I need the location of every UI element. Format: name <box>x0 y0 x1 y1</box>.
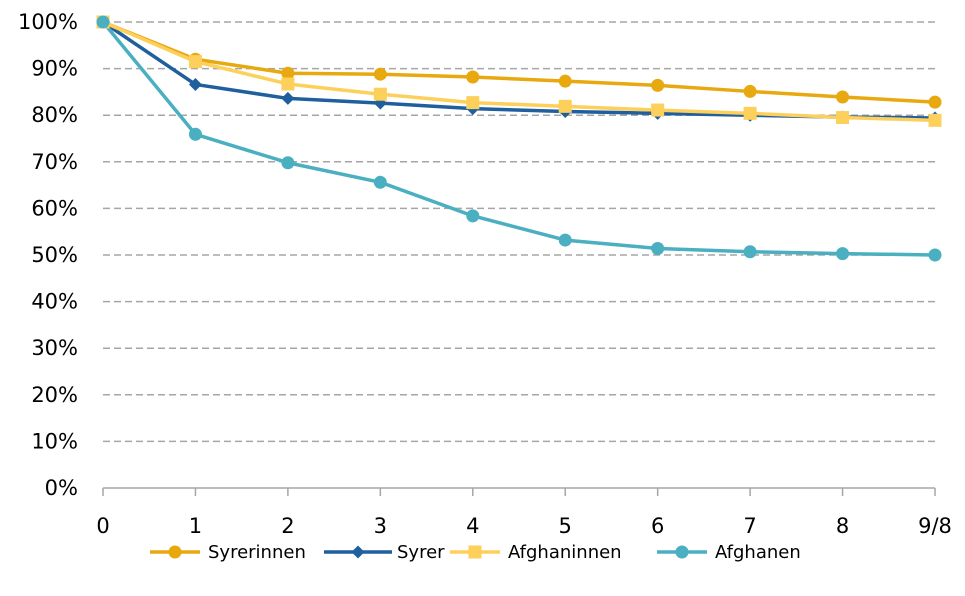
data-point-afghaninnen <box>466 96 480 110</box>
legend-marker <box>675 545 689 559</box>
data-point-afghaninnen <box>188 55 202 69</box>
legend-item-afghaninnen: Afghaninnen <box>450 542 622 563</box>
data-point-afghanen <box>96 15 110 29</box>
x-tick-label: 0 <box>96 514 109 538</box>
data-point-syrerinnen <box>558 74 572 88</box>
data-point-afghanen <box>373 175 387 189</box>
y-tick-label: 100% <box>18 10 78 34</box>
y-tick-label: 40% <box>31 290 78 314</box>
y-tick-label: 10% <box>31 429 78 453</box>
data-point-afghaninnen <box>281 77 295 91</box>
series-markers <box>96 15 942 262</box>
legend-item-syrerinnen: Syrerinnen <box>150 542 306 563</box>
data-point-afghaninnen <box>373 87 387 101</box>
data-point-syrerinnen <box>836 90 850 104</box>
y-tick-label: 90% <box>31 57 78 81</box>
data-point-afghanen <box>836 247 850 261</box>
legend-label: Afghaninnen <box>508 542 622 563</box>
y-tick-label: 60% <box>31 196 78 220</box>
data-point-afghaninnen <box>743 106 757 120</box>
data-point-afghanen <box>281 156 295 170</box>
data-point-syrerinnen <box>373 67 387 81</box>
data-point-afghanen <box>651 241 665 255</box>
data-point-syrer <box>281 91 295 105</box>
data-point-syrerinnen <box>281 66 295 80</box>
data-point-afghanen <box>188 127 202 141</box>
data-point-afghanen <box>743 245 757 259</box>
legend: Syrerinnen Syrer Afghaninnen Afghanen <box>150 542 801 563</box>
legend-label: Syrer <box>397 542 445 563</box>
x-tick-label: 2 <box>281 514 294 538</box>
series-line-afghaninnen <box>102 20 936 123</box>
data-point-syrer <box>188 77 202 91</box>
data-point-syrerinnen <box>743 84 757 98</box>
legend-marker <box>351 545 365 559</box>
data-point-syrerinnen <box>928 95 942 109</box>
x-tick-label: 1 <box>189 514 202 538</box>
y-tick-label: 0% <box>45 476 78 500</box>
legend-item-afghanen: Afghanen <box>657 542 801 563</box>
data-point-afghaninnen <box>651 103 665 117</box>
legend-marker <box>168 545 182 559</box>
data-point-afghaninnen <box>928 113 942 127</box>
legend-label: Afghanen <box>715 542 801 563</box>
x-tick-label: 8 <box>836 514 849 538</box>
y-tick-label: 70% <box>31 150 78 174</box>
x-tick-label: 9/8 <box>918 514 952 538</box>
grid-lines <box>103 21 935 443</box>
data-point-syrerinnen <box>466 70 480 84</box>
series-line-syrerinnen <box>102 20 936 104</box>
x-tick-label: 6 <box>651 514 664 538</box>
y-tick-label: 30% <box>31 336 78 360</box>
x-tick-label: 5 <box>559 514 572 538</box>
y-tick-label: 50% <box>31 243 78 267</box>
data-point-afghaninnen <box>558 99 572 113</box>
series-lines <box>101 20 936 257</box>
data-point-afghanen <box>928 248 942 262</box>
x-tick-label: 4 <box>466 514 479 538</box>
y-tick-label: 20% <box>31 383 78 407</box>
data-point-afghanen <box>558 233 572 247</box>
legend-marker <box>468 545 482 559</box>
legend-item-syrer: Syrer <box>324 542 445 563</box>
y-tick-label: 80% <box>31 103 78 127</box>
axes: 0% 10% 20% 30% 40% 50% 60% 70% 80% 90% 100% 0 1 2 3 4 5 6… <box>18 10 952 538</box>
legend-label: Syrerinnen <box>208 542 306 563</box>
data-point-afghanen <box>466 209 480 223</box>
data-point-afghaninnen <box>836 111 850 125</box>
series-line-afghanen <box>101 20 936 257</box>
x-tick-label: 7 <box>743 514 756 538</box>
x-tick-label: 3 <box>374 514 387 538</box>
data-point-syrerinnen <box>651 78 665 92</box>
